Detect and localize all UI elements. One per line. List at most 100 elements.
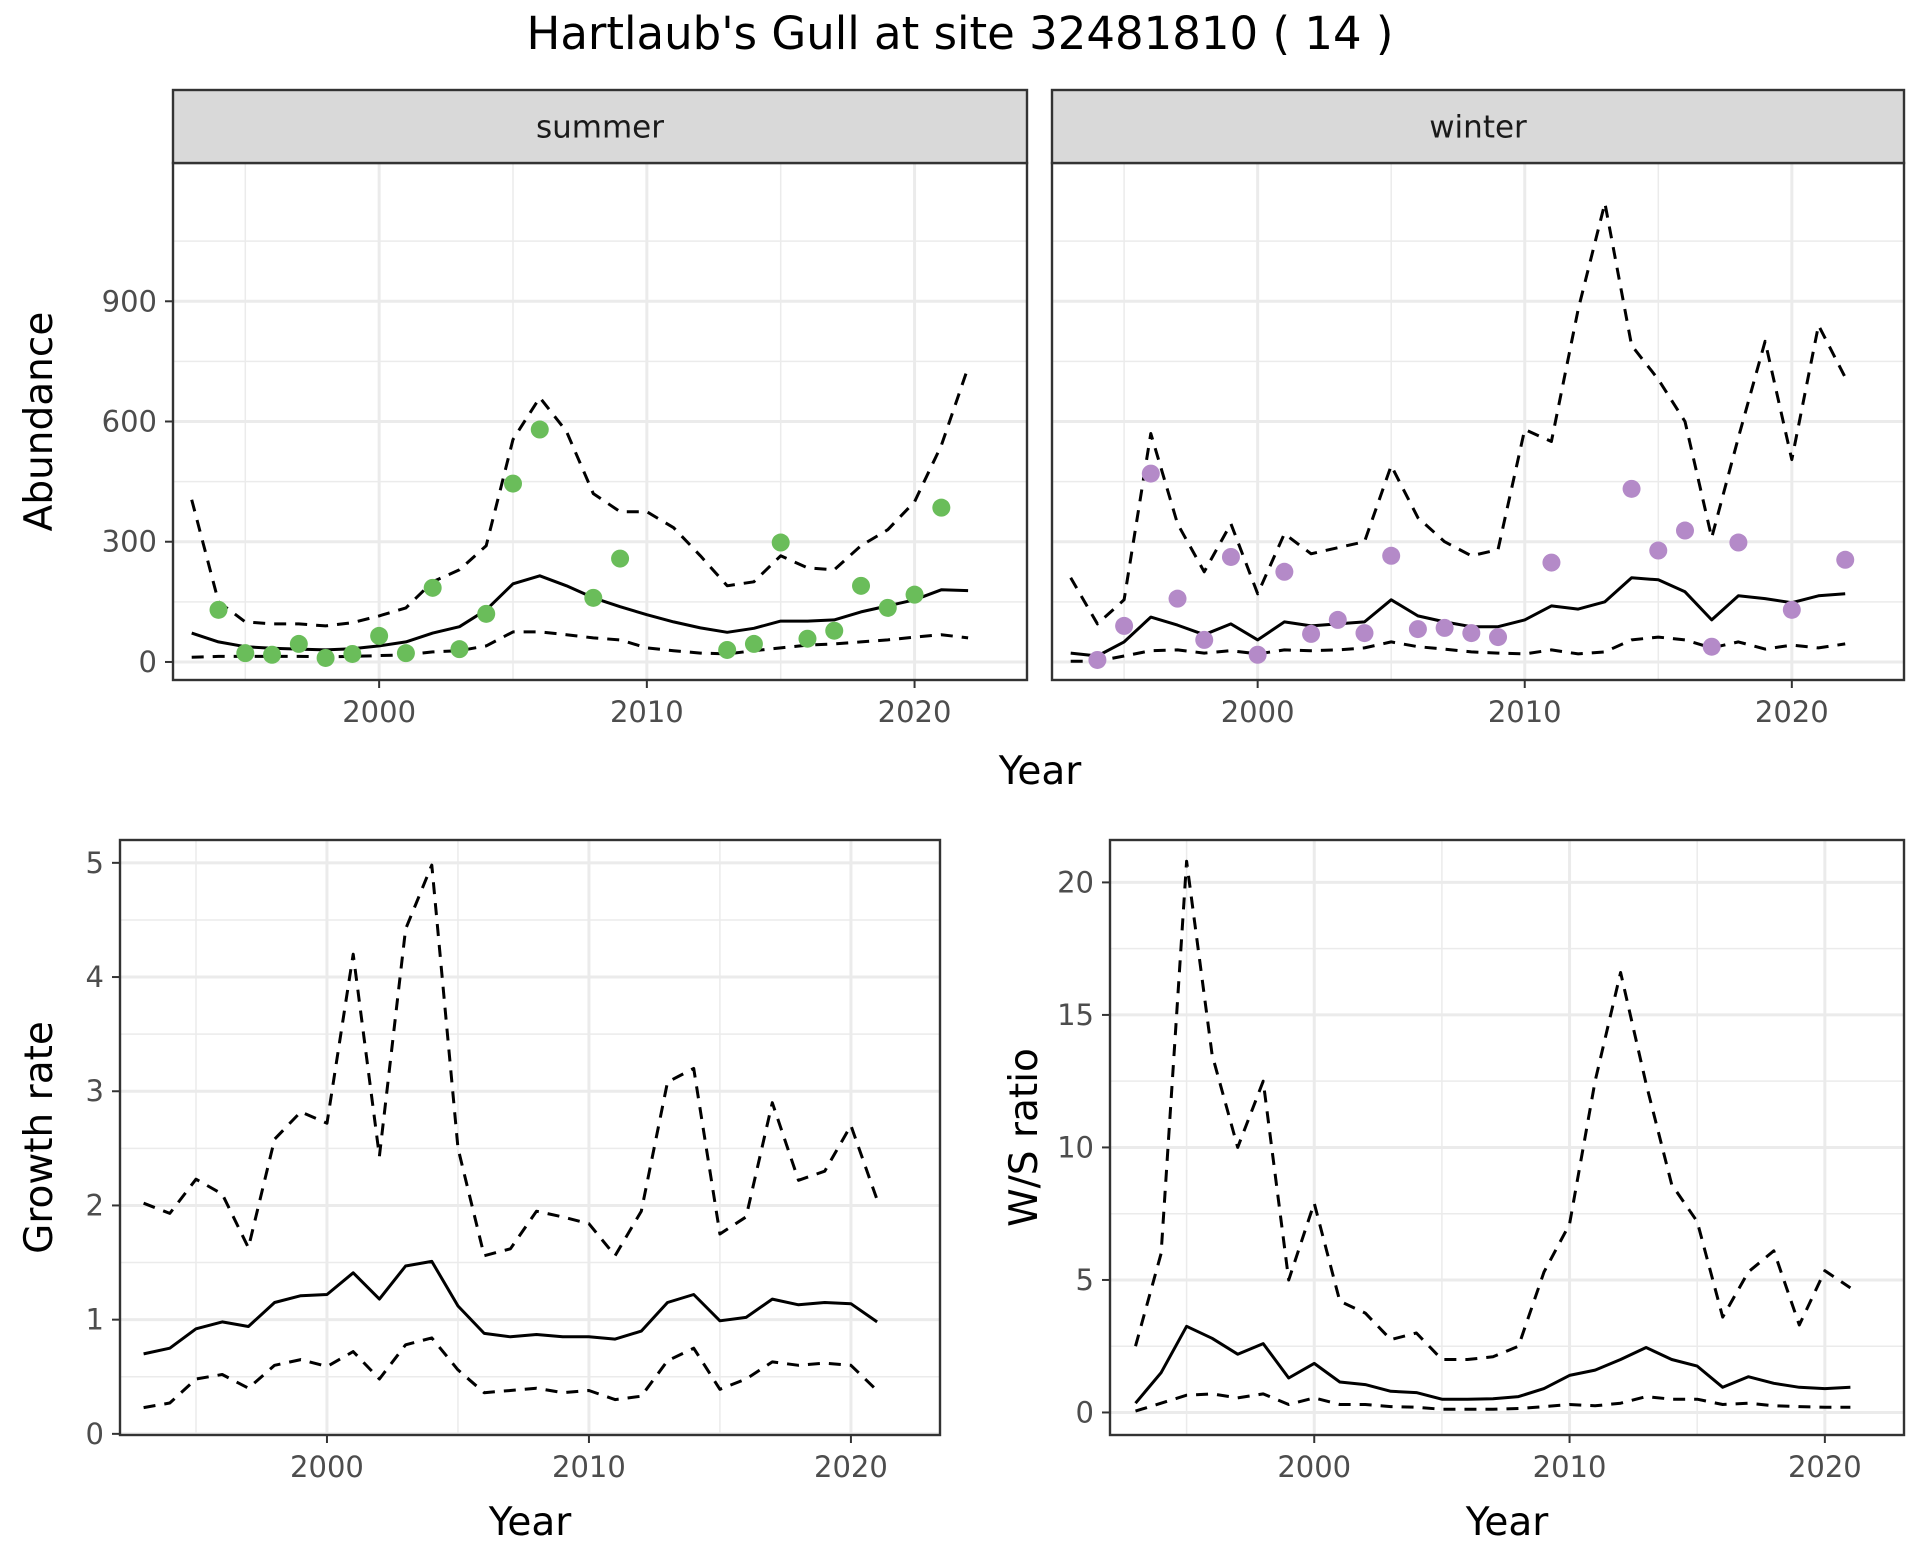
facet-label: summer — [536, 110, 664, 146]
data-point — [1729, 533, 1748, 552]
data-point — [1328, 610, 1347, 629]
data-point — [370, 626, 389, 645]
x-axis-title-shared: Year — [998, 749, 1083, 794]
data-point — [423, 578, 442, 597]
interval-dashed-line — [143, 863, 879, 1258]
x-tick-label: 2020 — [1788, 1450, 1862, 1484]
panel-winter: winter 2000 2010 2020 — [1050, 88, 1906, 729]
y-tick-label: 0 — [86, 1417, 104, 1451]
data-point — [209, 600, 228, 619]
y-tick-label: 900 — [102, 284, 157, 318]
x-tick-label: 2010 — [552, 1450, 626, 1484]
y-tick-label: 5 — [86, 846, 104, 880]
interval-dashed-line — [143, 1336, 879, 1410]
y-tick-label: 15 — [1057, 998, 1094, 1032]
x-tick-label: 2000 — [342, 695, 416, 729]
data-point — [1221, 547, 1240, 566]
data-point — [1302, 624, 1321, 643]
data-point — [798, 629, 817, 648]
data-point — [1649, 541, 1668, 560]
data-point — [1408, 620, 1427, 639]
data-point — [1195, 630, 1214, 649]
x-axis-title: Year — [488, 1500, 573, 1545]
x-tick-label: 2020 — [878, 695, 952, 729]
data-point — [450, 640, 469, 659]
panel-growth: 2000 2010 2020 0 1 2 3 4 5 Year Growth rate — [17, 838, 942, 1545]
x-tick-label: 2010 — [1488, 695, 1562, 729]
data-point — [477, 604, 496, 623]
estimate-solid-line — [191, 574, 969, 652]
x-tick-label: 2020 — [814, 1450, 888, 1484]
panel-border — [1108, 838, 1906, 1437]
data-point — [584, 588, 603, 607]
x-tick-label: 2000 — [1277, 1450, 1351, 1484]
y-axis-title-shared: Abundance — [17, 312, 62, 532]
y-tick-label: 3 — [86, 1074, 104, 1108]
panel-ratio: 2000 2010 2020 0 5 10 15 20 Year W/S ratio — [1002, 838, 1906, 1545]
data-point — [1489, 628, 1508, 647]
y-tick-label: 0 — [139, 645, 157, 679]
y-tick-label: 1 — [86, 1303, 104, 1337]
interval-dashed-line — [190, 366, 970, 628]
data-point — [1275, 562, 1294, 581]
panel-summer: summer 2000 2010 2020 0 300 600 900 — [102, 88, 1029, 729]
interval-dashed-line — [1134, 859, 1852, 1361]
facet-label: winter — [1429, 110, 1527, 146]
data-point — [932, 498, 951, 517]
x-tick-label: 2000 — [290, 1450, 364, 1484]
data-point — [1542, 553, 1561, 572]
estimate-solid-line — [143, 1259, 878, 1356]
facet-strip — [171, 88, 1029, 165]
figure-title: Hartlaub's Gull at site 32481810 ( 14 ) — [526, 7, 1394, 60]
y-tick-label: 600 — [102, 405, 157, 439]
facet-strip — [1050, 88, 1906, 165]
data-point — [1248, 645, 1267, 664]
y-tick-label: 0 — [1076, 1395, 1094, 1429]
data-point — [1675, 521, 1694, 540]
data-point — [878, 598, 897, 617]
data-point — [396, 644, 415, 663]
data-point — [1382, 546, 1401, 565]
data-point — [611, 549, 630, 568]
y-tick-label: 300 — [102, 525, 157, 559]
plot-background — [120, 840, 940, 1435]
y-tick-label: 2 — [86, 1188, 104, 1222]
estimate-solid-line — [1134, 1324, 1851, 1405]
data-point — [825, 621, 844, 640]
y-axis-title: W/S ratio — [1002, 1048, 1047, 1227]
data-point — [1435, 618, 1454, 637]
data-point — [1141, 464, 1160, 483]
x-axis-title: Year — [1465, 1500, 1550, 1545]
data-point — [343, 644, 362, 663]
y-tick-label: 5 — [1076, 1263, 1094, 1297]
data-point — [1115, 616, 1134, 635]
data-point — [1622, 479, 1641, 498]
y-tick-label: 4 — [86, 960, 104, 994]
y-tick-label: 20 — [1057, 865, 1094, 899]
x-tick-label: 2000 — [1221, 695, 1295, 729]
data-point — [718, 640, 737, 659]
x-tick-label: 2010 — [610, 695, 684, 729]
interval-dashed-line — [1135, 1392, 1851, 1413]
data-point — [503, 474, 522, 493]
x-tick-label: 2010 — [1533, 1450, 1607, 1484]
data-point — [1088, 650, 1107, 669]
y-axis-title: Growth rate — [17, 1021, 62, 1254]
data-point — [852, 576, 871, 595]
data-point — [905, 585, 924, 604]
data-point — [771, 533, 790, 552]
data-point — [1168, 589, 1187, 608]
data-point — [530, 420, 549, 439]
data-point — [1702, 637, 1721, 656]
y-tick-label: 10 — [1057, 1130, 1094, 1164]
data-point — [1355, 624, 1374, 643]
data-point — [289, 634, 308, 653]
data-point — [236, 644, 255, 663]
data-point — [1836, 550, 1855, 569]
data-point — [1782, 600, 1801, 619]
x-tick-label: 2020 — [1755, 695, 1829, 729]
data-point — [744, 634, 763, 653]
plot-background — [1110, 840, 1904, 1435]
data-point — [263, 645, 282, 664]
